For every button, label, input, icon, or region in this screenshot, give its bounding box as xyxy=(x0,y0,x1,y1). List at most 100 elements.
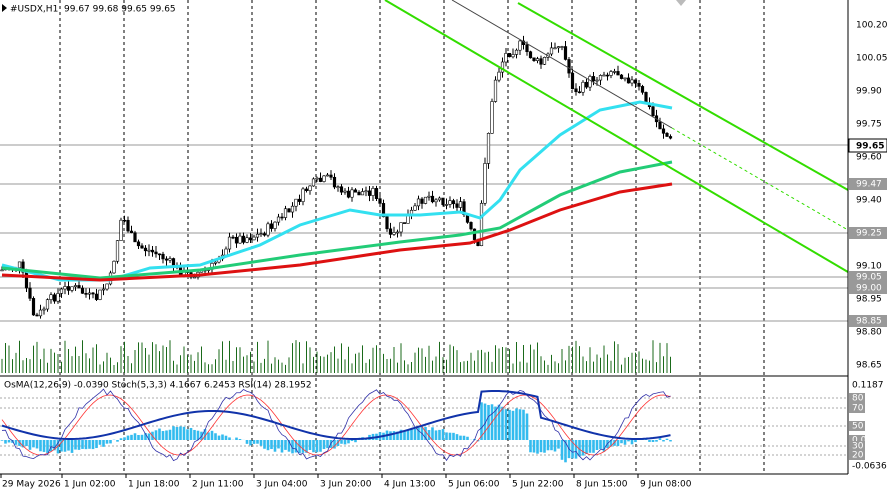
time-label: 5 Jun 22:00 xyxy=(512,480,564,490)
candle xyxy=(486,133,491,164)
osma-bar xyxy=(319,440,322,452)
price-label: 100.20 xyxy=(856,21,887,31)
osma-bar xyxy=(203,429,207,440)
osma-bar xyxy=(413,428,417,440)
candle xyxy=(133,232,137,243)
candle xyxy=(630,79,634,84)
moving-averages xyxy=(1,100,673,282)
osma-bar xyxy=(389,431,392,440)
candle xyxy=(231,236,235,239)
candle xyxy=(266,223,270,236)
candle xyxy=(661,128,666,134)
candle xyxy=(595,79,599,82)
level-label: 98.85 xyxy=(856,317,882,327)
time-label: 8 Jun 15:00 xyxy=(576,480,628,490)
candle xyxy=(17,261,22,269)
osma-bar xyxy=(336,440,340,446)
candle xyxy=(259,233,263,235)
osma-bar xyxy=(623,440,627,445)
candle xyxy=(336,186,340,189)
osma-bar xyxy=(238,439,242,440)
symbol-marker xyxy=(2,4,7,12)
osma-bar xyxy=(18,440,21,446)
time-label: 29 May 2026 xyxy=(2,480,61,490)
osc-tag xyxy=(849,450,865,460)
candle xyxy=(80,287,85,294)
osma-bar xyxy=(560,440,564,460)
candle xyxy=(392,232,396,235)
candle xyxy=(633,79,638,84)
candle xyxy=(542,57,547,65)
osma-bar xyxy=(259,440,263,446)
osma-bar xyxy=(154,430,158,440)
candle xyxy=(539,58,543,65)
volumes xyxy=(1,340,671,373)
candle xyxy=(87,292,92,295)
candle xyxy=(567,59,571,74)
indicator-label: OsMA(12,26,9) -0.0390 Stoch(5,3,3) 4.166… xyxy=(4,381,312,391)
oscillator xyxy=(0,388,672,463)
candle xyxy=(315,177,319,180)
candle xyxy=(94,293,99,300)
osma-bar xyxy=(487,404,490,440)
price-label: 99.10 xyxy=(856,262,882,272)
candle xyxy=(479,202,484,247)
osma-bar xyxy=(410,428,413,440)
osma-bar xyxy=(508,409,511,440)
candle xyxy=(357,191,361,196)
osma-bar xyxy=(480,402,483,440)
candle xyxy=(430,195,435,203)
price-label: 98.80 xyxy=(856,328,882,338)
candle xyxy=(535,58,540,61)
channel-upper xyxy=(517,2,849,191)
candle xyxy=(98,289,102,300)
osc-label: 70 xyxy=(852,404,864,414)
price-label: 100.05 xyxy=(856,54,887,64)
candle xyxy=(119,219,123,241)
candle xyxy=(126,219,130,232)
price-label: 99.75 xyxy=(856,120,882,130)
osma-bar xyxy=(161,431,165,440)
osma-bar xyxy=(354,440,357,443)
osma-bar xyxy=(217,435,221,440)
candle xyxy=(91,292,95,295)
osma-bar xyxy=(602,440,606,452)
osma-bar xyxy=(70,440,74,453)
osma-bar xyxy=(448,432,452,440)
candle xyxy=(122,219,127,222)
osma-bar xyxy=(406,430,410,440)
rsi-line xyxy=(1,390,671,440)
osma-bar xyxy=(609,440,613,447)
osma-bar xyxy=(74,440,77,450)
candle xyxy=(553,47,557,50)
osma-bar xyxy=(165,430,168,440)
osma-bar xyxy=(595,440,599,450)
candle xyxy=(388,228,393,235)
candle xyxy=(574,88,578,93)
osma-bar xyxy=(263,440,266,449)
osma-bar xyxy=(305,440,308,453)
osma-bar xyxy=(630,440,634,445)
candle xyxy=(322,175,326,182)
osma-bar xyxy=(147,433,151,440)
candle xyxy=(63,286,67,290)
candle xyxy=(651,106,655,117)
candle xyxy=(38,309,43,317)
osma-bar xyxy=(186,429,189,440)
osma-bar xyxy=(301,440,305,453)
candle xyxy=(434,199,438,203)
candle xyxy=(0,269,4,272)
osma-bar xyxy=(287,440,291,452)
osma-bar xyxy=(648,440,651,442)
osma-bar xyxy=(581,440,585,456)
osma-bar xyxy=(207,432,210,440)
level-tag xyxy=(849,282,887,294)
osma-bar xyxy=(56,440,60,454)
candle xyxy=(374,188,379,199)
osma-bar xyxy=(46,440,49,454)
osc-tag xyxy=(849,421,865,431)
price-label: 98.95 xyxy=(856,295,882,305)
osma-bar xyxy=(504,409,508,440)
candle xyxy=(364,190,368,193)
candle xyxy=(563,46,568,60)
